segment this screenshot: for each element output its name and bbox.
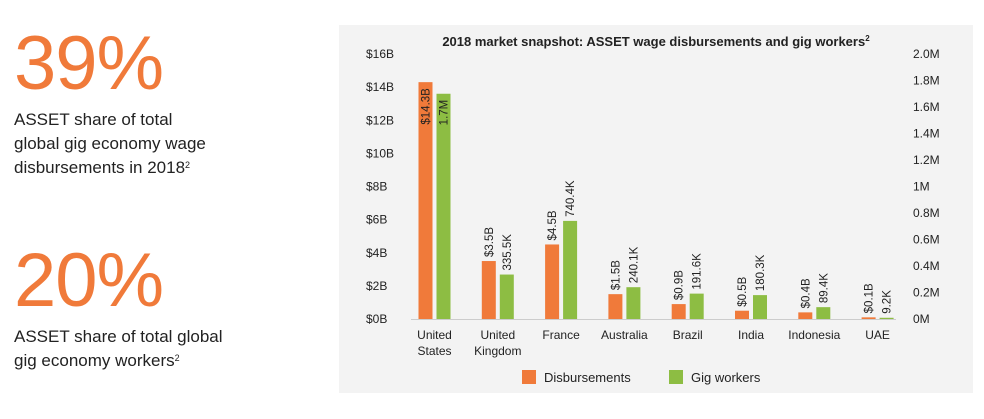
right-axis-tick-label: 0.4M [913,259,940,273]
left-axis-tick-label: $4B [366,246,387,260]
gig-workers-data-label: 740.4K [565,180,577,217]
gig-workers-data-label: 1.7M [439,100,451,126]
legend-label-disbursements: Disbursements [544,370,631,385]
category-tick-label: Kingdom [474,344,521,358]
stat-description: ASSET share of total global gig economy … [14,325,223,373]
disbursements-data-label: $14.3B [421,88,433,125]
disbursements-bar [671,304,686,319]
stat-line: ASSET share of total global [14,327,223,346]
stat-percentage: 39% [14,21,164,106]
category-tick-label: India [738,328,764,342]
gig-workers-bar [689,293,704,319]
stat-line: disbursements in 2018 [14,158,186,177]
right-axis-tick-label: 1.4M [913,127,940,141]
right-axis-tick-label: 0.2M [913,286,940,300]
right-axis-tick-label: 1.2M [913,153,940,167]
legend-label-gig-workers: Gig workers [691,370,761,385]
legend-swatch-disbursements [522,370,536,384]
disbursements-data-label: $0.9B [674,270,686,300]
gig-workers-bar [436,93,451,319]
disbursements-data-label: $1.5B [610,260,622,290]
stat-worker-share: 20% ASSET share of total global gig econ… [14,243,223,373]
gig-workers-bar [563,220,578,319]
disbursements-data-label: $4.5B [547,210,559,240]
bar-chart: 2018 market snapshot: ASSET wage disburs… [366,34,940,385]
stat-description: ASSET share of total global gig economy … [14,108,206,180]
stat-line: global gig economy wage [14,134,206,153]
category-tick-label: UAE [865,328,890,342]
gig-workers-bar [816,307,831,319]
category-tick-label: United [480,328,515,342]
right-axis-tick-label: 0M [913,312,930,326]
category-tick-label: Brazil [673,328,703,342]
disbursements-bar [798,312,813,319]
right-axis-tick-label: 2.0M [913,47,940,61]
right-axis-tick-label: 1.6M [913,100,940,114]
left-axis-tick-label: $10B [366,146,394,160]
category-tick-label: France [542,328,580,342]
left-axis-tick-label: $6B [366,213,387,227]
disbursements-bar [481,261,496,319]
stat-wage-share: 39% ASSET share of total global gig econ… [14,26,206,180]
left-axis-tick-label: $2B [366,279,387,293]
left-axis-tick-label: $12B [366,113,394,127]
gig-workers-bar [753,295,767,319]
chart-panel: 2018 market snapshot: ASSET wage disburs… [339,25,973,393]
stat-percentage: 20% [14,238,164,323]
right-axis-tick-label: 0.8M [913,206,940,220]
disbursements-bar [418,82,433,319]
category-tick-label: Indonesia [788,328,840,342]
left-axis-tick-label: $0B [366,312,387,326]
chart-title: 2018 market snapshot: ASSET wage disburs… [442,34,870,49]
disbursements-bar [861,317,876,319]
gig-workers-bar [499,274,514,319]
footnote-marker: 2 [174,353,180,363]
disbursements-data-label: $0.4B [800,278,812,308]
left-axis-tick-label: $8B [366,180,387,194]
gig-workers-bar [879,317,894,319]
disbursements-bar [545,244,560,319]
gig-workers-data-label: 89.4K [818,273,830,303]
disbursements-bar [608,294,623,319]
disbursements-data-label: $0.5B [737,276,749,306]
category-tick-label: United [417,328,452,342]
gig-workers-data-label: 240.1K [628,246,640,283]
footnote-marker: 2 [185,160,191,170]
category-tick-label: Australia [601,328,648,342]
disbursements-data-label: $3.5B [484,227,496,257]
left-axis-tick-label: $14B [366,80,394,94]
disbursements-bar [735,310,749,319]
stat-line: ASSET share of total [14,110,173,129]
right-axis-tick-label: 0.6M [913,233,940,247]
gig-workers-data-label: 191.6K [692,253,704,290]
right-axis-tick-label: 1.8M [913,74,940,88]
gig-workers-data-label: 9.2K [882,290,894,314]
right-axis-tick-label: 1M [913,180,930,194]
gig-workers-bar [626,287,641,319]
stat-line: gig economy workers [14,351,175,370]
legend-swatch-gig-workers [669,370,683,384]
gig-workers-data-label: 180.3K [755,254,767,291]
disbursements-data-label: $0.1B [864,283,876,313]
category-tick-label: States [417,344,451,358]
left-axis-tick-label: $16B [366,47,394,61]
gig-workers-data-label: 335.5K [502,234,514,271]
